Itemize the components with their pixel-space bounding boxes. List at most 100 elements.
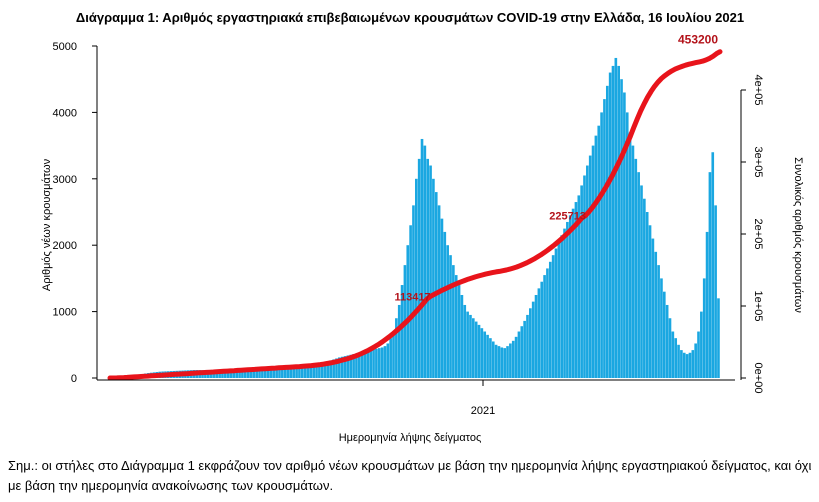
- bar: [657, 265, 660, 378]
- bar: [377, 348, 381, 378]
- bar: [309, 366, 313, 378]
- bar: [534, 295, 538, 378]
- bar: [548, 261, 552, 378]
- bar: [289, 368, 293, 378]
- bar: [685, 354, 689, 378]
- bar: [503, 348, 506, 378]
- bar: [392, 331, 395, 378]
- bar: [668, 318, 672, 378]
- bar: [665, 304, 669, 378]
- bar: [258, 370, 261, 378]
- bar: [588, 155, 592, 378]
- bar: [457, 285, 461, 378]
- bar: [580, 185, 583, 378]
- bar: [352, 354, 355, 378]
- bar: [708, 172, 712, 378]
- bar: [238, 370, 241, 378]
- bar: [560, 235, 563, 378]
- bar: [406, 245, 410, 378]
- bar: [480, 328, 484, 378]
- bar: [241, 370, 244, 378]
- bar: [466, 311, 469, 378]
- y-tick-label: 4000: [53, 107, 77, 119]
- bar: [682, 352, 686, 378]
- bar: [506, 346, 509, 378]
- bar: [460, 295, 464, 378]
- y-tick-label: 5000: [53, 41, 77, 53]
- annotations: 113417 225713 453200: [394, 33, 718, 304]
- bar: [714, 205, 717, 378]
- bar: [323, 362, 327, 378]
- y-tick-label: 3000: [53, 174, 77, 186]
- x-ticks: 2021: [471, 380, 495, 417]
- bar: [318, 364, 321, 378]
- bar: [375, 348, 378, 378]
- bar: [389, 338, 392, 378]
- bar: [511, 340, 515, 378]
- bar: [591, 145, 595, 378]
- bar: [218, 370, 221, 378]
- bar: [491, 341, 495, 378]
- bar: [452, 265, 455, 378]
- bar: [600, 112, 603, 379]
- bar: [224, 370, 227, 378]
- y-tick-label: 2000: [53, 240, 77, 252]
- y-axis-title: Αριθμός νέων κρουσμάτων: [41, 158, 53, 291]
- bar: [272, 369, 276, 378]
- bar: [343, 356, 347, 378]
- bar: [349, 354, 353, 378]
- bar: [249, 370, 253, 378]
- bar: [483, 331, 487, 378]
- bar: [395, 318, 398, 378]
- bar: [415, 178, 418, 378]
- bar: [571, 208, 575, 378]
- bar: [674, 338, 678, 378]
- bar: [298, 367, 301, 378]
- y2-axis-title: Συνολικός αριθμός κρουσμάτων: [792, 157, 804, 313]
- bar: [335, 358, 338, 378]
- bar: [680, 350, 683, 378]
- bar: [286, 368, 290, 378]
- bar: [432, 178, 435, 378]
- bar: [543, 275, 546, 378]
- chart-title: Διάγραμμα 1: Αριθμός εργαστηριακά επιβεβ…: [76, 10, 744, 25]
- bar: [400, 285, 404, 378]
- bar: [688, 352, 692, 378]
- bar: [554, 248, 558, 378]
- y2-tick-label: 4e+05: [752, 75, 764, 106]
- bar: [637, 172, 640, 378]
- bar: [660, 278, 663, 378]
- plot-area: [107, 49, 723, 381]
- bar: [283, 368, 287, 378]
- bar: [514, 336, 518, 378]
- bar: [711, 152, 715, 378]
- bar: [469, 314, 472, 378]
- bar: [412, 205, 415, 378]
- bar: [523, 320, 526, 378]
- bar: [477, 324, 481, 378]
- bar: [643, 198, 646, 378]
- right-y-ticks: 0e+00 1e+05 2e+05 3e+05 4e+05: [741, 75, 764, 393]
- bar: [497, 346, 501, 378]
- bar: [620, 79, 623, 378]
- bar: [278, 369, 281, 378]
- line-annotation: 225713: [549, 210, 586, 222]
- bar: [628, 132, 632, 378]
- x-tick-label: 2021: [471, 405, 495, 417]
- bar: [645, 212, 649, 378]
- bar: [269, 369, 273, 378]
- bar: [338, 357, 341, 378]
- bar: [526, 314, 529, 378]
- bar: [551, 255, 555, 378]
- bar: [574, 202, 578, 378]
- bar: [509, 343, 512, 378]
- bar: [697, 331, 700, 378]
- bar: [463, 304, 467, 378]
- line-annotation: 453200: [678, 33, 718, 47]
- bar: [623, 92, 626, 378]
- bar: [625, 112, 629, 379]
- bar: [529, 308, 532, 378]
- bar: [434, 192, 438, 378]
- bar: [671, 331, 675, 378]
- bar: [429, 165, 432, 378]
